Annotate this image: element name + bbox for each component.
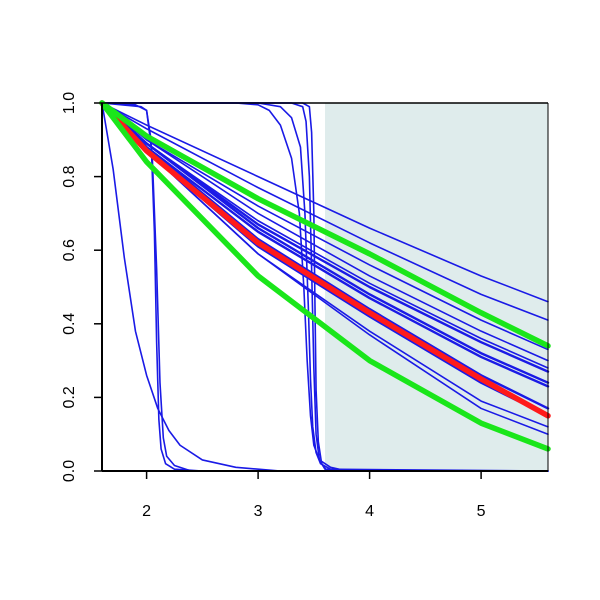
- y-tick-label: 0.2: [61, 386, 78, 408]
- series-line-blue-16: [101, 102, 549, 472]
- x-tick-label: 3: [254, 503, 263, 520]
- y-tick-label: 0.0: [61, 460, 78, 482]
- series-line-green-21: [99, 100, 551, 349]
- x-tick-label: 4: [365, 503, 374, 520]
- series-line-blue-17: [101, 102, 549, 472]
- series-line-blue-19: [101, 102, 549, 472]
- series-line-green-22: [99, 100, 551, 452]
- y-tick-label: 0.4: [61, 313, 78, 335]
- y-tick-label: 1.0: [61, 92, 78, 114]
- series-layer: [99, 100, 551, 472]
- axes-layer: 2 3 4 5 0.0 0.2 0.4 0.6 0.8 1.0: [61, 92, 549, 520]
- series-line-red-20: [99, 100, 551, 419]
- x-tick-label: 2: [142, 503, 151, 520]
- y-tick-label: 0.8: [61, 165, 78, 187]
- x-tick-label: 5: [477, 503, 486, 520]
- y-tick-label: 0.6: [61, 239, 78, 261]
